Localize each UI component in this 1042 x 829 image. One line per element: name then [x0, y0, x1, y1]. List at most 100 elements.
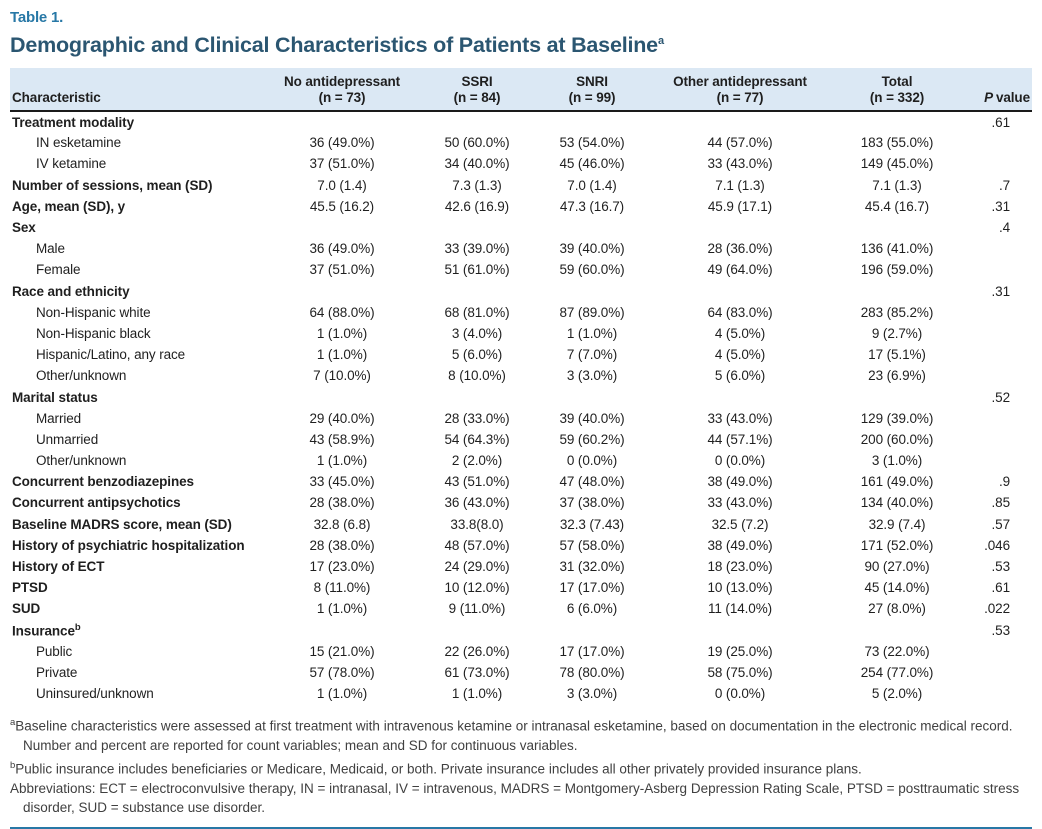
cell-value: 0 (0.0%)	[714, 453, 766, 469]
cell-value: 45.5 (16.2)	[309, 198, 375, 214]
cell-value: 38 (49.0%)	[707, 474, 773, 490]
cell-value: 2 (2.0%)	[451, 453, 503, 469]
cell-value: 3 (1.0%)	[871, 453, 923, 469]
cell-value: 32.5 (7.2)	[711, 516, 769, 532]
cell-value	[538, 620, 646, 641]
cell-value: 61 (73.0%)	[444, 664, 510, 680]
cell-value: 33 (39.0%)	[444, 241, 510, 257]
cell-value	[268, 386, 416, 407]
row-label: Concurrent antipsychotics	[12, 495, 181, 511]
cell-value	[538, 281, 646, 302]
col-header-snri: SNRI (n = 99)	[538, 68, 646, 111]
cell-value: 8 (11.0%)	[313, 580, 371, 596]
cell-value: 4 (5.0%)	[714, 325, 766, 341]
cell-value: 33 (45.0%)	[309, 474, 375, 490]
footnote-text: Public insurance includes beneficiaries …	[15, 761, 862, 777]
p-italic: P	[984, 89, 993, 105]
table-row: Sex .4	[10, 217, 1032, 238]
row-label: Private	[36, 664, 78, 680]
cell-value	[538, 386, 646, 407]
cell-value: 43 (51.0%)	[444, 474, 510, 490]
p-value-cell: .7	[998, 177, 1010, 193]
col-group-n: (n = 84)	[453, 89, 501, 105]
table-row: Female 37 (51.0%) 51 (61.0%) 59 (60.0%) 49 (…	[10, 259, 1032, 280]
cell-value: 5 (2.0%)	[871, 686, 923, 702]
cell-value	[416, 111, 538, 132]
cell-value	[834, 217, 960, 238]
cell-value: 45.9 (17.1)	[707, 198, 773, 214]
cell-value: 51 (61.0%)	[444, 262, 510, 278]
cell-value: 11 (14.0%)	[707, 601, 773, 617]
cell-value: 6 (6.0%)	[566, 601, 618, 617]
cell-value: 10 (13.0%)	[707, 580, 773, 596]
cell-value: 43 (58.9%)	[309, 431, 375, 447]
p-value-cell: .9	[998, 474, 1010, 490]
cell-value: 28 (38.0%)	[309, 537, 375, 553]
table-row: IN esketamine 36 (49.0%) 50 (60.0%) 53 (54.…	[10, 132, 1032, 153]
row-label: Insuranceb	[12, 621, 81, 639]
title-superscript: a	[657, 34, 664, 47]
table-row: SUD 1 (1.0%) 9 (11.0%) 6 (6.0%) 11 (14.0%) 27…	[10, 598, 1032, 619]
cell-value: 58 (75.0%)	[707, 664, 773, 680]
table-row: Concurrent benzodiazepines 33 (45.0%) 43 (…	[10, 471, 1032, 492]
col-group-label: No antidepressant	[283, 74, 401, 89]
cell-value: 50 (60.0%)	[444, 135, 510, 151]
cell-value: 200 (60.0%)	[860, 431, 934, 447]
cell-value: 44 (57.0%)	[707, 135, 773, 151]
table-title-text: Demographic and Clinical Characteristics…	[10, 33, 658, 57]
cell-value	[268, 111, 416, 132]
p-value-cell	[960, 132, 1032, 153]
row-label: Non-Hispanic white	[36, 304, 151, 320]
col-header-other-antidepressant: Other antidepressant (n = 77)	[646, 68, 834, 111]
cell-value: 32.9 (7.4)	[868, 516, 926, 532]
cell-value: 22 (26.0%)	[444, 643, 510, 659]
cell-value: 9 (11.0%)	[448, 601, 506, 617]
row-label: History of ECT	[12, 559, 105, 575]
p-value-cell: .57	[991, 516, 1011, 532]
cell-value: 42.6 (16.9)	[444, 198, 510, 214]
cell-value: 44 (57.1%)	[707, 431, 773, 447]
cell-value: 1 (1.0%)	[316, 686, 368, 702]
cell-value	[646, 111, 834, 132]
p-value-cell	[960, 344, 1032, 365]
cell-value: 36 (49.0%)	[309, 135, 375, 151]
cell-value	[268, 281, 416, 302]
cell-value: 49 (64.0%)	[707, 262, 773, 278]
cell-value	[646, 620, 834, 641]
p-value-cell	[960, 259, 1032, 280]
cell-value: 7.3 (1.3)	[452, 177, 502, 193]
cell-value: 34 (40.0%)	[444, 156, 510, 172]
row-label: Married	[36, 410, 82, 426]
p-value-cell: .61	[991, 114, 1011, 130]
row-label: Concurrent benzodiazepines	[12, 474, 194, 490]
table-row: History of ECT 17 (23.0%) 24 (29.0%) 31 (32…	[10, 556, 1032, 577]
cell-value: 45 (46.0%)	[559, 156, 625, 172]
row-label: SUD	[12, 601, 41, 617]
p-value-cell	[960, 641, 1032, 662]
row-label: Other/unknown	[36, 368, 127, 384]
cell-value: 1 (1.0%)	[316, 347, 368, 363]
row-label: Marital status	[12, 389, 98, 405]
cell-value: 24 (29.0%)	[444, 559, 510, 575]
p-value-cell	[960, 365, 1032, 386]
row-label: Baseline MADRS score, mean (SD)	[12, 516, 232, 532]
cell-value: 47.3 (16.7)	[559, 198, 625, 214]
cell-value: 45 (14.0%)	[864, 580, 930, 596]
row-label: IN esketamine	[36, 135, 121, 151]
col-group-label: Other antidepressant	[673, 74, 807, 89]
p-value-cell: .52	[991, 389, 1011, 405]
table-row: Other/unknown 7 (10.0%) 8 (10.0%) 3 (3.0%) 5…	[10, 365, 1032, 386]
table-row: Other/unknown 1 (1.0%) 2 (2.0%) 0 (0.0%) 0 (…	[10, 450, 1032, 471]
cell-value: 36 (49.0%)	[309, 241, 375, 257]
cell-value	[646, 217, 834, 238]
cell-value: 17 (17.0%)	[559, 643, 625, 659]
p-value-cell	[960, 408, 1032, 429]
cell-value	[416, 620, 538, 641]
cell-value: 33.8(8.0)	[450, 516, 504, 532]
footnote: aBaseline characteristics were assessed …	[10, 713, 1032, 756]
cell-value: 45.4 (16.7)	[864, 198, 930, 214]
footnote-marker: b	[10, 759, 16, 771]
cell-value: 136 (41.0%)	[860, 241, 934, 257]
cell-value: 37 (51.0%)	[309, 156, 375, 172]
cell-value: 3 (3.0%)	[566, 368, 618, 384]
